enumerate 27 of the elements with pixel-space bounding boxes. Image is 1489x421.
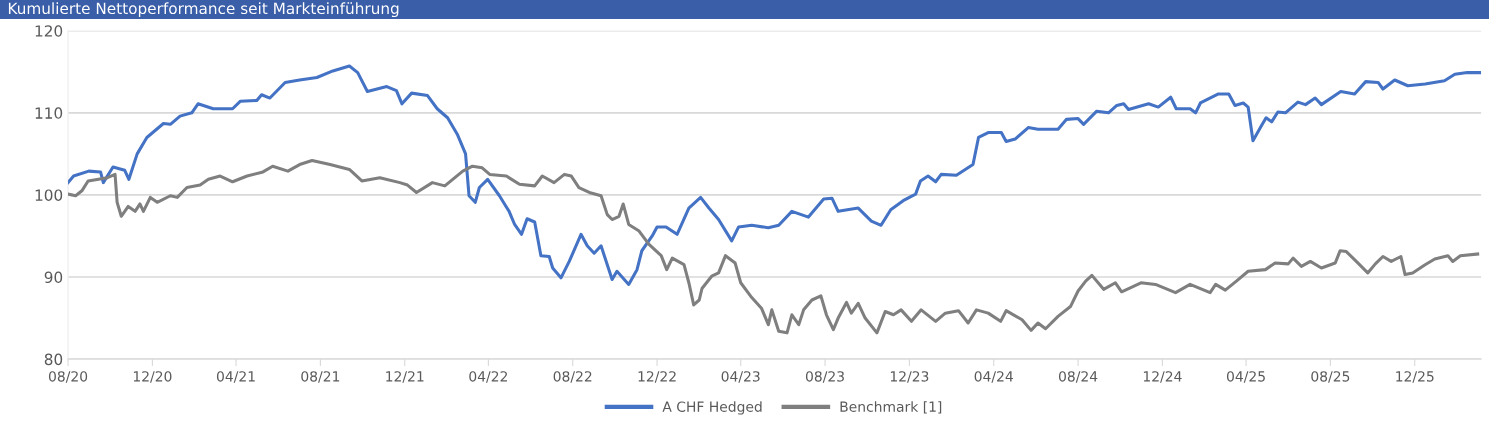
x-tick-label: 12/21 [386,371,424,383]
x-tick-label: 08/25 [1311,371,1350,383]
y-tick-label: 120 [35,25,63,37]
line-series [68,158,1480,335]
line-series [68,64,1482,286]
x-tick-label: 08/21 [301,371,340,383]
x-tick-label: 04/24 [974,371,1013,383]
x-tick-label: 04/21 [216,371,255,383]
y-tick-label: 100 [35,189,63,201]
x-tick-label: 08/24 [1058,371,1098,383]
y-tick-label: 90 [44,271,63,284]
x-tick-label: 04/22 [469,371,507,383]
x-tick-label: 08/20 [48,371,88,383]
x-tick-label: 12/23 [890,371,929,383]
x-tick-label: 08/23 [805,371,844,383]
x-tick-label: 12/25 [1396,371,1434,383]
x-tick-label: 12/20 [133,371,172,383]
y-tick-label: 110 [35,107,63,119]
x-tick-label: 12/22 [638,371,676,383]
x-tick-label: 04/23 [721,371,760,383]
x-tick-label: 04/25 [1226,371,1265,383]
y-tick-label: 80 [44,353,63,366]
x-tick-label: 12/24 [1143,371,1182,383]
chart-title: Kumulierte Nettoperformance seit Markteinführung [8,2,399,18]
x-tick-label: 08/22 [553,371,592,383]
legend-label: A CHF Hedged [662,401,762,415]
legend-label: Benchmark [1] [840,401,942,414]
